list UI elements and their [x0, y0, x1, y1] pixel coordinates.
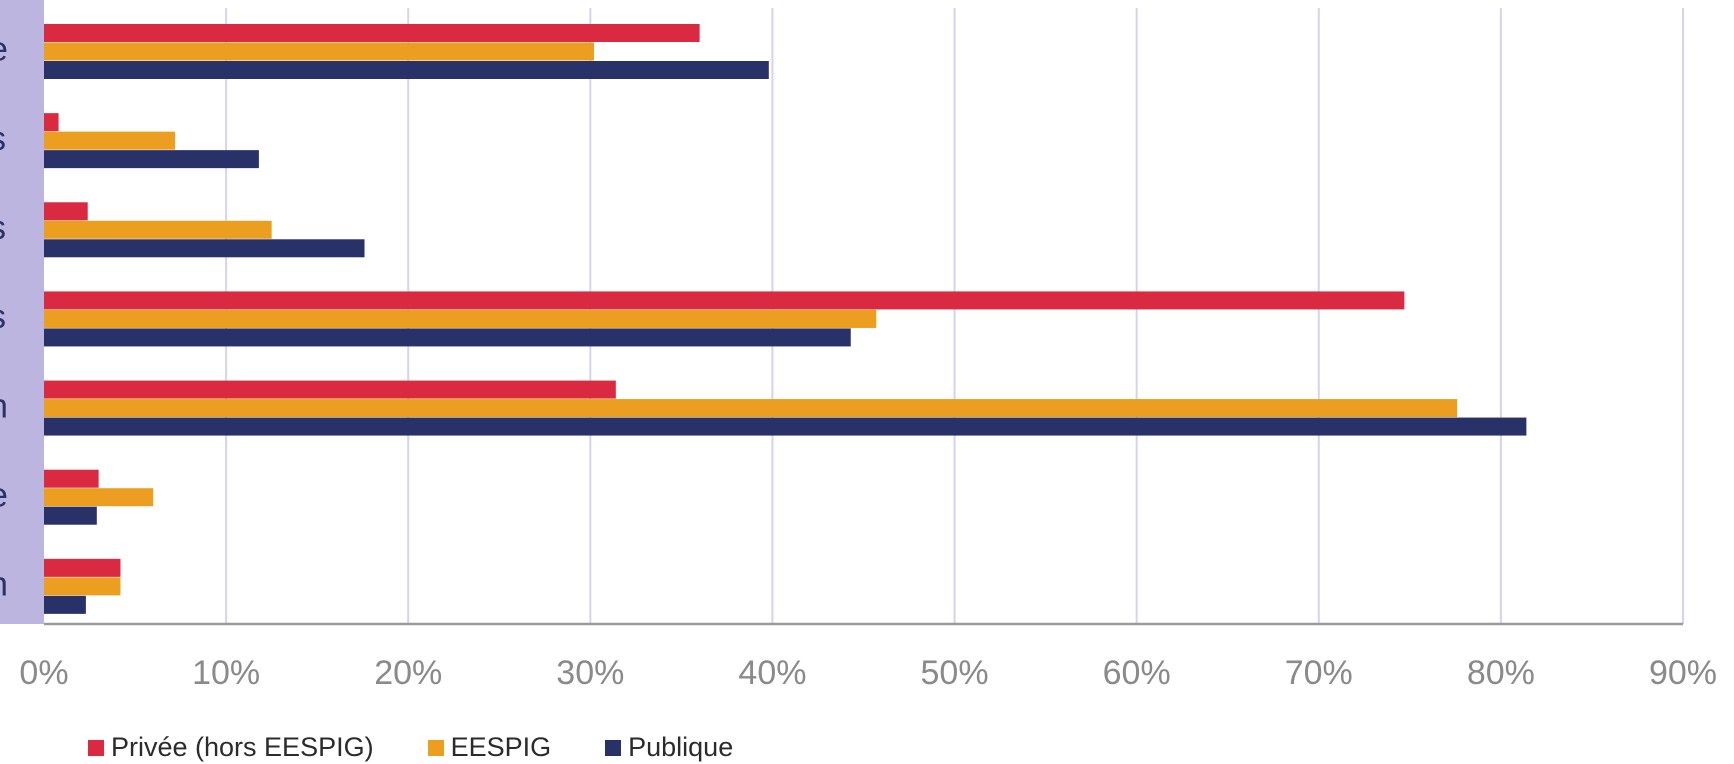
bar-eespig — [44, 131, 176, 150]
category-label: n — [0, 387, 8, 425]
legend-item-publique: Publique — [605, 732, 733, 763]
legend-item-eespig: EESPIG — [427, 732, 552, 763]
x-tick-label: 10% — [192, 654, 260, 692]
bar-publique — [44, 150, 259, 169]
bar-privee — [44, 380, 616, 399]
bar-publique — [44, 61, 769, 79]
category-label: s — [0, 209, 6, 247]
bar-eespig — [44, 220, 272, 239]
legend-item-privee: Privée (hors EESPIG) — [88, 732, 374, 763]
category-label: s — [0, 298, 6, 336]
bar-publique — [44, 595, 86, 614]
category-label: s — [0, 120, 6, 158]
bar-publique — [44, 328, 851, 347]
category-label: e — [0, 476, 8, 514]
category-label: e — [0, 31, 8, 69]
bar-eespig — [44, 42, 594, 61]
x-tick-label: 70% — [1285, 654, 1353, 692]
legend-label-publique: Publique — [628, 732, 734, 762]
bar-eespig — [44, 399, 1458, 418]
bar-privee — [44, 113, 59, 132]
category-axis-band — [0, 0, 44, 624]
bar-eespig — [44, 488, 154, 507]
legend-label-privee: Privée (hors EESPIG) — [111, 732, 374, 762]
bar-privee — [44, 558, 121, 577]
bar-privee — [44, 291, 1405, 310]
legend: Privée (hors EESPIG) EESPIG Publique — [88, 732, 787, 763]
bars — [44, 24, 1527, 614]
bar-privee — [44, 469, 99, 488]
bar-eespig — [44, 577, 121, 596]
x-tick-label: 90% — [1649, 654, 1717, 692]
bar-privee — [44, 202, 88, 221]
bar-publique — [44, 506, 97, 525]
legend-swatch-eespig — [427, 739, 444, 756]
x-tick-label: 60% — [1103, 654, 1171, 692]
category-axis-band-rect — [0, 0, 44, 624]
bar-privee — [44, 24, 700, 42]
x-tick-label: 80% — [1467, 654, 1535, 692]
x-tick-label: 40% — [738, 654, 806, 692]
legend-swatch-publique — [605, 739, 622, 756]
x-tick-label: 30% — [556, 654, 624, 692]
bar-publique — [44, 239, 365, 258]
legend-swatch-privee — [88, 739, 104, 756]
category-label: n — [0, 566, 8, 604]
x-tick-label: 50% — [921, 654, 989, 692]
legend-label-eespig: EESPIG — [450, 732, 552, 762]
bar-publique — [44, 417, 1527, 436]
x-tick-label: 20% — [374, 654, 442, 692]
bar-eespig — [44, 309, 877, 328]
gridlines — [225, 8, 1684, 624]
x-tick-label: 0% — [19, 654, 68, 692]
category-labels: e s s s n e n — [0, 31, 8, 604]
x-tick-labels: 0% 10% 20% 30% 40% 50% 60% 70% 80% 90% — [19, 654, 1717, 692]
